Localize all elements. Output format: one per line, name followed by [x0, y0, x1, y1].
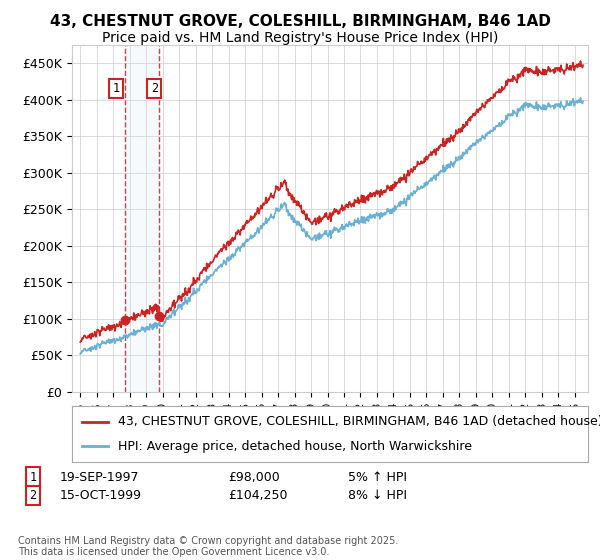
Text: 19-SEP-1997: 19-SEP-1997: [60, 470, 139, 484]
Text: 8% ↓ HPI: 8% ↓ HPI: [348, 489, 407, 502]
Text: Contains HM Land Registry data © Crown copyright and database right 2025.
This d: Contains HM Land Registry data © Crown c…: [18, 535, 398, 557]
Text: £104,250: £104,250: [228, 489, 287, 502]
Bar: [125, 45, 159, 392]
Text: Price paid vs. HM Land Registry's House Price Index (HPI): Price paid vs. HM Land Registry's House …: [102, 31, 498, 45]
Text: £98,000: £98,000: [228, 470, 280, 484]
Text: 43, CHESTNUT GROVE, COLESHILL, BIRMINGHAM, B46 1AD (detached house): 43, CHESTNUT GROVE, COLESHILL, BIRMINGHA…: [118, 415, 600, 428]
Text: 43, CHESTNUT GROVE, COLESHILL, BIRMINGHAM, B46 1AD: 43, CHESTNUT GROVE, COLESHILL, BIRMINGHA…: [50, 14, 550, 29]
Text: HPI: Average price, detached house, North Warwickshire: HPI: Average price, detached house, Nort…: [118, 440, 472, 453]
Text: 5% ↑ HPI: 5% ↑ HPI: [348, 470, 407, 484]
Text: 2: 2: [29, 489, 37, 502]
Text: 1: 1: [29, 470, 37, 484]
Text: 15-OCT-1999: 15-OCT-1999: [60, 489, 142, 502]
Text: 2: 2: [151, 82, 158, 95]
Text: 1: 1: [112, 82, 119, 95]
